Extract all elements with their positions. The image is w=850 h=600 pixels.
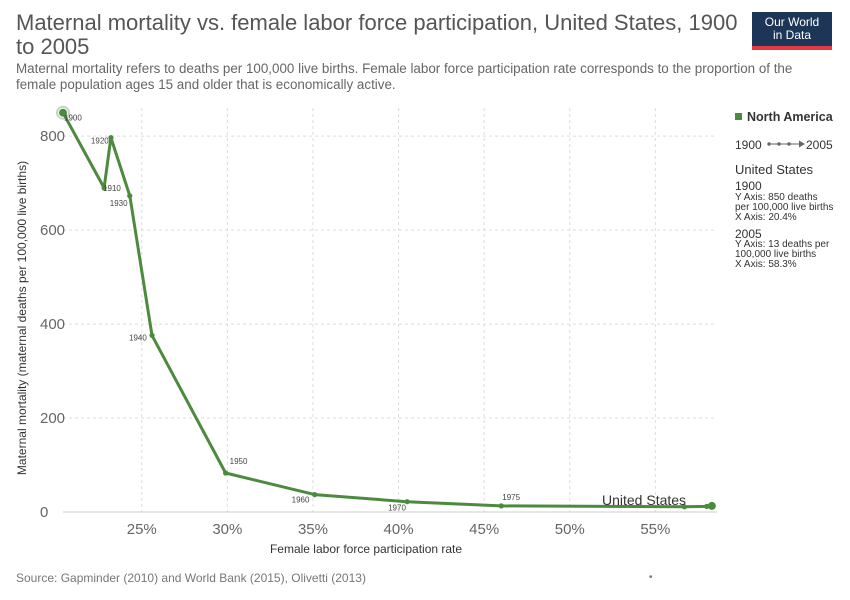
timeline-end-year[interactable]: 2005 [806,138,833,152]
year-label: 1910 [103,184,121,193]
info-x-line-2: X Axis: 58.3% [735,259,797,270]
data-point[interactable] [707,501,716,510]
logo-line-1: Our World [764,15,820,29]
data-point[interactable] [149,332,155,338]
source-note: Source: Gapminder (2010) and World Bank … [16,571,366,585]
timeline-arrow-icon [767,140,805,148]
info-year-1: 1900 [735,179,762,193]
x-tick-label: 40% [384,521,414,538]
info-y-line-1: Y Axis: 850 deaths [735,192,818,203]
data-point[interactable] [59,108,67,117]
data-point[interactable] [101,185,107,191]
y-tick-label: 0 [40,504,48,521]
x-tick-label: 30% [212,521,242,538]
info-year-2: 2005 [735,227,762,241]
info-y-line-2: per 100,000 live births [735,202,834,213]
footer-dot: • [649,572,653,583]
chart-title: Maternal mortality vs. female labor forc… [16,10,738,59]
data-point[interactable] [404,499,410,505]
year-label: 1970 [388,504,406,513]
data-point[interactable] [127,193,133,199]
x-tick-label: 45% [469,521,499,538]
y-tick-label: 800 [40,128,65,145]
data-point[interactable] [223,470,229,476]
x-tick-label: 35% [298,521,328,538]
legend-swatch [735,113,742,120]
info-y-line-3: Y Axis: 13 deaths per [735,239,830,250]
year-label: 1975 [502,493,520,502]
y-axis-title: Maternal mortality (maternal deaths per … [15,161,29,475]
year-label: 1920 [91,137,109,146]
data-point[interactable] [498,503,504,509]
y-tick-label: 600 [40,222,65,239]
timeline-start-year[interactable]: 1900 [735,138,762,152]
year-label: 1930 [110,199,128,208]
data-point[interactable] [312,492,318,498]
axes: 0 200 400 600 800 25% 30% 35% 40% 45% 50% 55% [40,128,717,538]
legend-entity-label: North America [747,110,833,124]
year-label: 1950 [230,457,248,466]
year-label: 1900 [64,114,82,123]
y-tick-label: 400 [40,316,65,333]
start-point-ring [56,105,70,120]
series-line[interactable] [61,111,713,509]
chart-subtitle: Maternal mortality refers to deaths per … [16,61,793,92]
x-axis-title: Female labor force participation rate [270,542,462,556]
legend-entity[interactable]: North America [735,110,833,124]
grid [63,108,717,512]
series-name-label: United States [602,492,686,508]
info-x-line-1: X Axis: 20.4% [735,212,797,223]
x-tick-label: 25% [127,521,157,538]
x-tick-label: 55% [640,521,670,538]
logo-line-2: in Data [772,28,812,42]
owid-logo[interactable]: Our World in Data [752,12,832,50]
logo-bar [752,46,832,50]
info-country: United States [735,162,814,177]
series-layer[interactable]: 1900 1910 1920 1930 1940 1950 1960 1970 1975 Unit… [56,105,716,513]
data-point[interactable] [681,504,688,510]
x-tick-label: 50% [555,521,585,538]
data-point[interactable] [108,134,114,141]
year-label: 1960 [292,496,310,505]
info-y-line-4: 100,000 live births [735,249,817,260]
y-tick-label: 200 [40,410,65,427]
year-label: 1940 [129,333,147,342]
